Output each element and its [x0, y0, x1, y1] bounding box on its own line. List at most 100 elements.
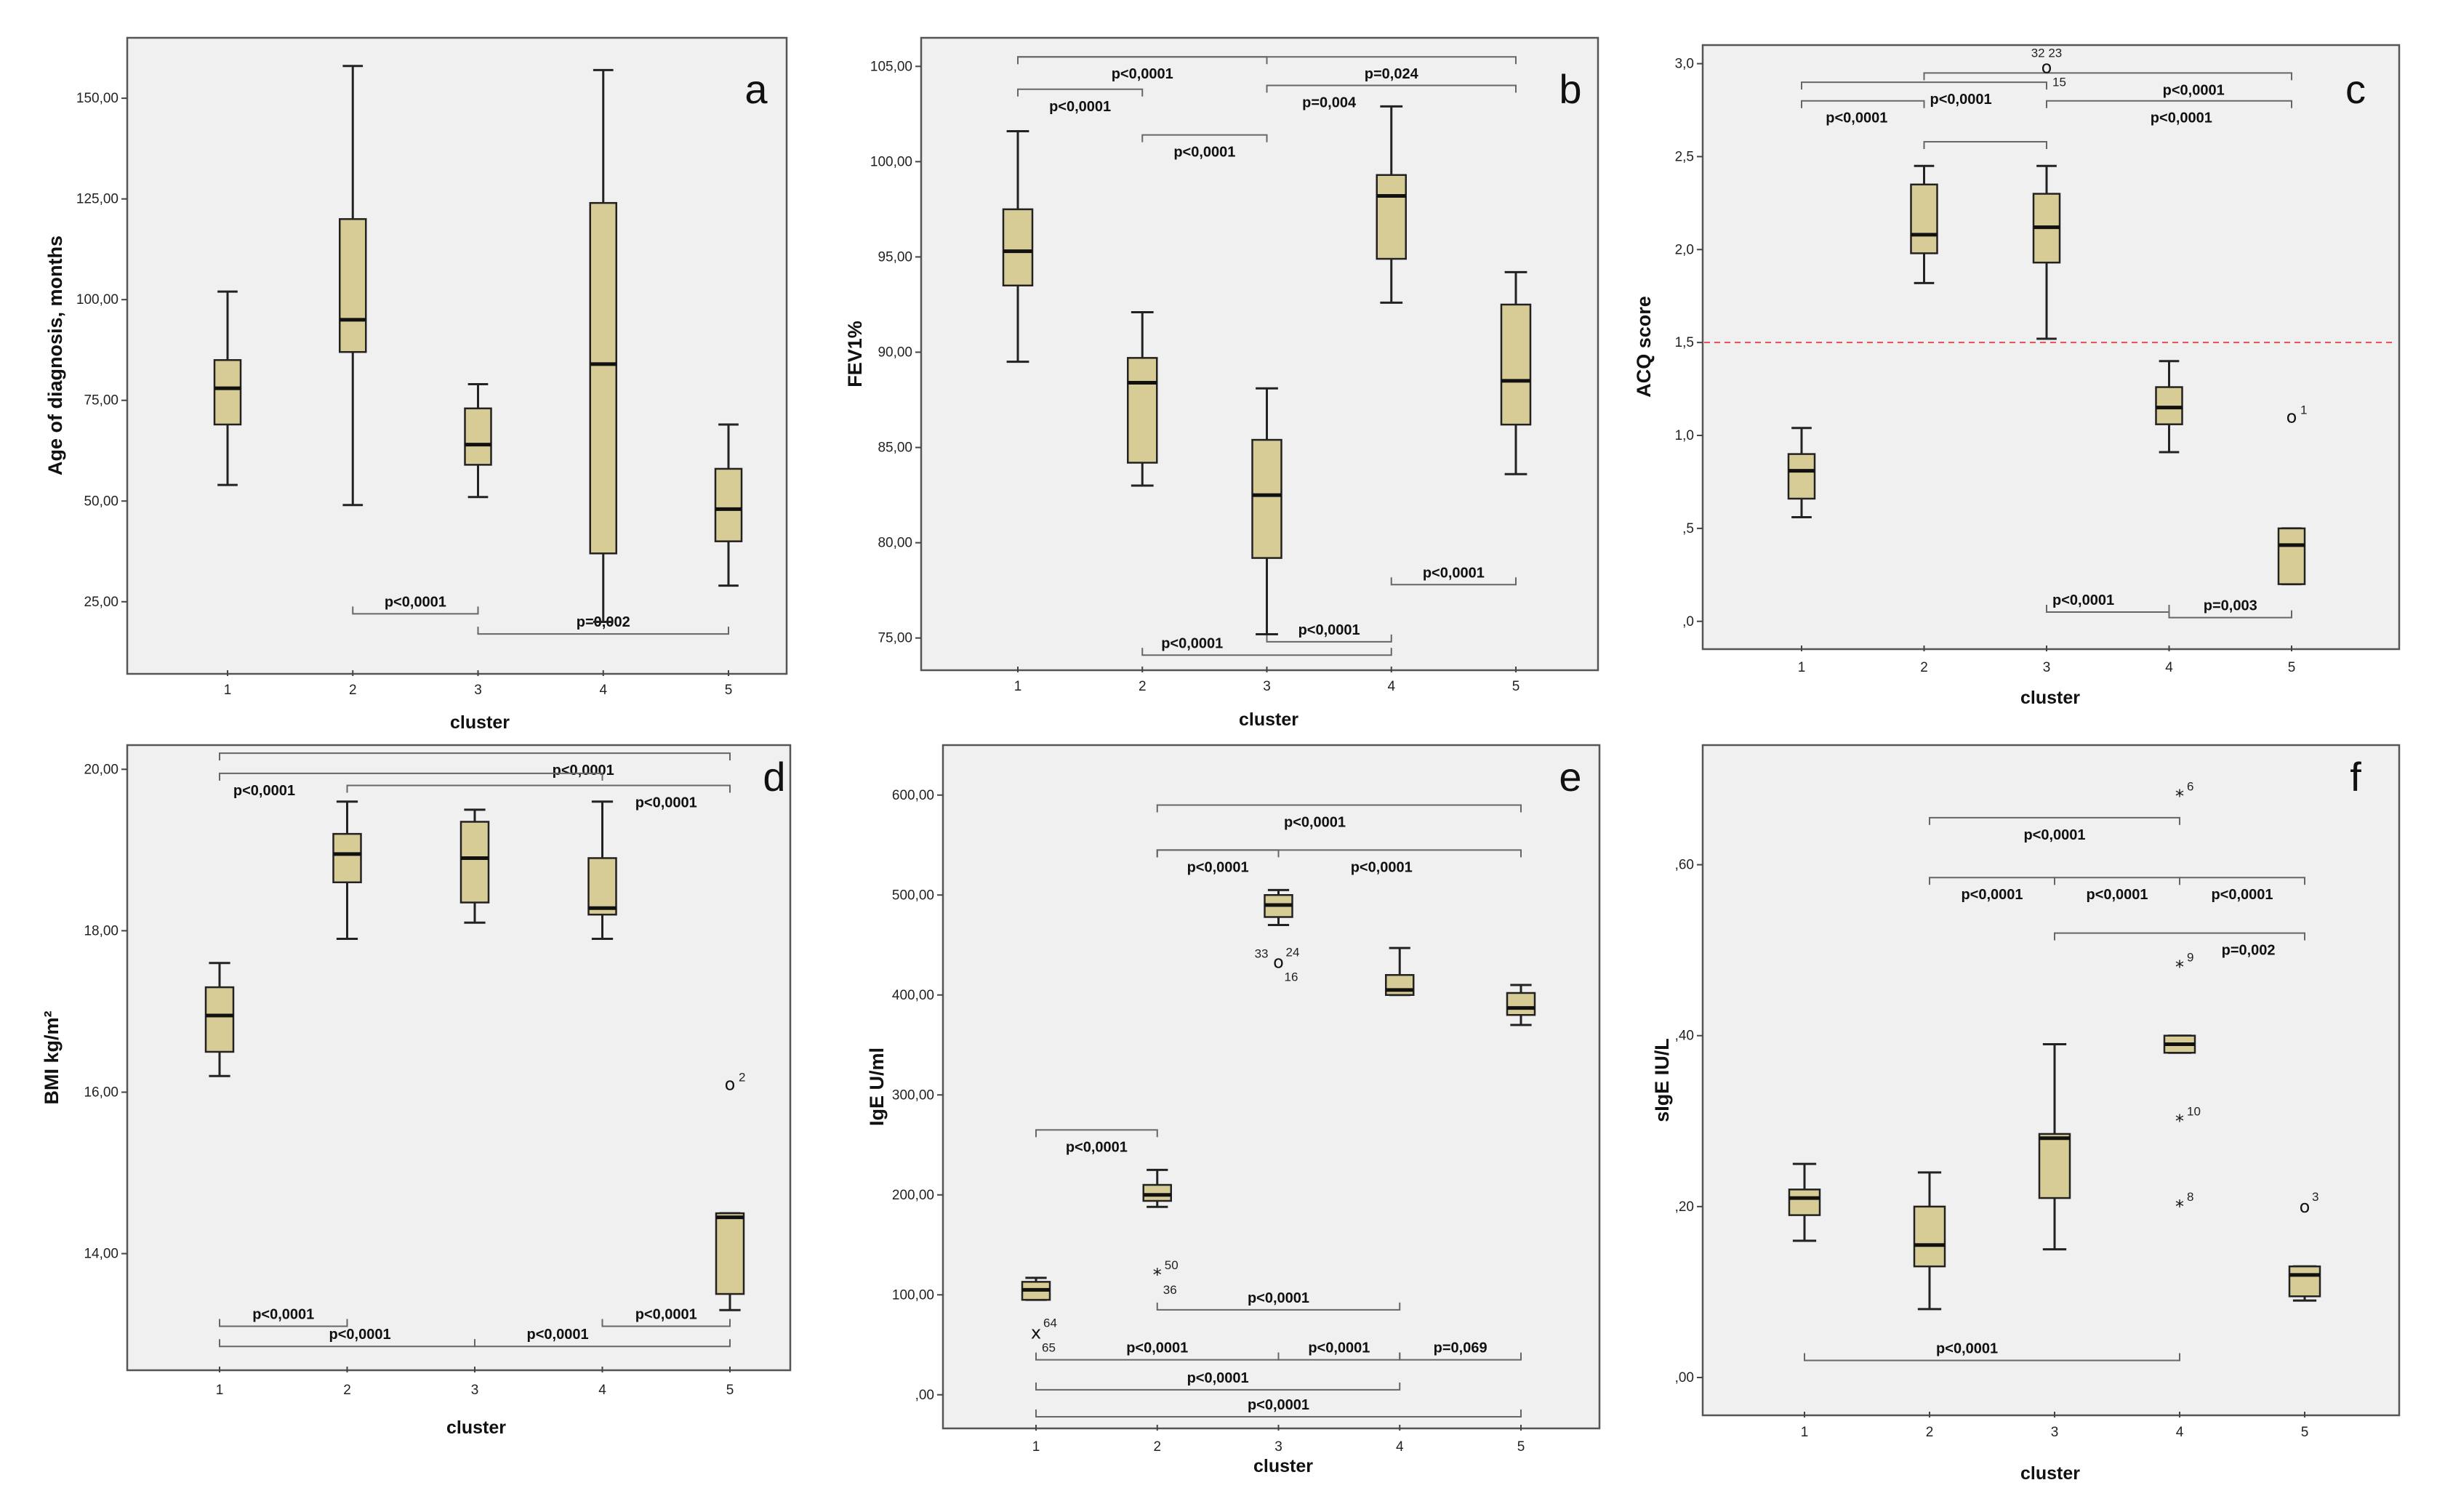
- panel-d-x-tick-label: 4: [598, 1383, 606, 1398]
- panel-f-y-tick-label: ,20: [1675, 1199, 1694, 1215]
- panel-d-comparison-bracket: [219, 772, 603, 781]
- panel-b-plot-area: [920, 36, 1599, 672]
- panel-b-x-tick-label: 1: [1014, 679, 1022, 694]
- panel-c-y-tick-label: ,5: [1682, 521, 1694, 536]
- panel-b-p-value-label: p<0,0001: [1298, 622, 1360, 638]
- panel-c-y-tick-label: 1,0: [1675, 428, 1694, 443]
- panel-d-p-value-label: p<0,0001: [329, 1327, 391, 1343]
- panel-c-outlier-marker: o: [2041, 57, 2052, 78]
- panel-e-comparison-bracket: [1156, 804, 1522, 813]
- panel-b-x-axis-label: cluster: [1239, 709, 1298, 730]
- panel-a-box-cluster-5: [714, 467, 743, 542]
- panel-d-x-axis-label: cluster: [446, 1418, 506, 1438]
- panel-f-comparison-bracket: [1804, 1353, 2180, 1362]
- panel-a-x-tick-label: 4: [599, 683, 607, 698]
- panel-d-p-value-label: p<0,0001: [252, 1306, 314, 1322]
- panel-c-comparison-bracket: [1801, 100, 1925, 108]
- panel-f-y-axis-label: sIgE IU/L: [1651, 1038, 1673, 1122]
- panel-a-plot-area: [126, 36, 788, 675]
- panel-e-y-tick-label: 400,00: [892, 988, 934, 1003]
- panel-e-plot-area: [942, 744, 1601, 1430]
- panel-f-p-value-label: p<0,0001: [2086, 887, 2148, 903]
- panel-c-y-tick-label: 2,0: [1675, 242, 1694, 257]
- panel-c-y-tick-label: 3,0: [1675, 57, 1694, 72]
- panel-e-p-value-label: p<0,0001: [1248, 1397, 1309, 1413]
- panel-c-p-value-label: p<0,0001: [1826, 110, 1887, 126]
- panel-c-p-value-label: p=0,003: [2204, 598, 2257, 614]
- panel-c-box-cluster-5: [2277, 527, 2306, 585]
- panel-f-x-tick-label: 3: [2051, 1425, 2059, 1440]
- panel-c-x-tick-label: 2: [1920, 660, 1928, 675]
- panel-b-p-value-label: p<0,0001: [1161, 635, 1223, 651]
- panel-e-p-value-label: p<0,0001: [1284, 815, 1346, 831]
- panel-d-y-tick-label: 14,00: [84, 1247, 119, 1262]
- panel-c-outlier-label: 1: [2300, 403, 2307, 417]
- panel-e-comparison-bracket: [1035, 1129, 1158, 1138]
- panel-f-outlier-marker: o: [2300, 1197, 2310, 1217]
- panel-c-letter: c: [2345, 66, 2366, 112]
- panel-c-comparison-bracket: [1801, 81, 2047, 90]
- panel-b-box-cluster-4: [1376, 174, 1407, 260]
- panel-d-box-cluster-2: [332, 832, 362, 884]
- panel-e-outlier-marker: x: [1031, 1323, 1041, 1343]
- panel-f-y-tick-label: ,00: [1675, 1370, 1694, 1386]
- panel-d-outlier-label: 2: [739, 1070, 745, 1084]
- panel-f-sige: f sIgE IU/L cluster ,00 ,20 ,40 ,60 1 2 3 4 5 p<0…: [1651, 744, 2401, 1484]
- panel-f-box-cluster-5: [2288, 1265, 2321, 1298]
- panel-e-p-value-label: p<0,0001: [1308, 1340, 1370, 1356]
- panel-b-y-tick-label: 90,00: [878, 345, 912, 361]
- panel-e-outlier-label: 33: [1255, 946, 1269, 960]
- panel-f-plot-area: [1701, 744, 2401, 1417]
- panel-e-y-tick-label: 100,00: [892, 1287, 934, 1303]
- panel-d-p-value-label: p<0,0001: [635, 1306, 697, 1322]
- panel-b-y-tick-label: 105,00: [870, 59, 912, 74]
- panel-e-x-tick-label: 2: [1153, 1439, 1161, 1455]
- panel-e-outlier-marker: *: [1153, 1265, 1162, 1285]
- panel-e-x-tick-label: 3: [1274, 1439, 1282, 1455]
- panel-f-outlier-marker: *: [2175, 1111, 2184, 1131]
- panel-a-letter: a: [744, 66, 768, 112]
- panel-f-outlier-marker: *: [2175, 787, 2184, 807]
- panel-b-x-tick-label: 5: [1512, 679, 1520, 694]
- panel-c-y-tick-label: 2,5: [1675, 149, 1694, 164]
- panel-e-outlier-label: 36: [1163, 1283, 1177, 1297]
- panel-a-x-tick-label: 1: [224, 683, 232, 698]
- panel-b-box-cluster-2: [1127, 357, 1158, 464]
- panel-f-x-tick-label: 5: [2301, 1425, 2309, 1440]
- panel-e-box-cluster-2: [1142, 1183, 1172, 1202]
- panel-c-y-tick-label: ,0: [1682, 614, 1694, 630]
- panel-e-comparison-bracket: [1156, 849, 1280, 858]
- panel-d-p-value-label: p<0,0001: [553, 763, 614, 779]
- panel-e-x-tick-label: 1: [1032, 1439, 1040, 1455]
- panel-e-y-tick-label: 300,00: [892, 1087, 934, 1103]
- panel-a-y-axis-label: Age of diagnosis, months: [44, 236, 66, 475]
- panel-d-comparison-bracket: [346, 784, 731, 793]
- panel-b-x-tick-label: 4: [1387, 679, 1395, 694]
- panel-d-letter: d: [763, 754, 785, 800]
- panel-c-comparison-bracket: [1923, 72, 2292, 81]
- panel-b-comparison-bracket: [1141, 648, 1392, 656]
- panel-b-p-value-label: p=0,004: [1302, 95, 1357, 111]
- panel-d-y-tick-label: 18,00: [84, 923, 119, 938]
- panel-c-box-cluster-1: [1787, 453, 1816, 500]
- panel-f-p-value-label: p<0,0001: [2023, 827, 2085, 843]
- panel-c-x-tick-label: 5: [2288, 660, 2296, 675]
- panel-d-box-cluster-4: [587, 857, 617, 916]
- panel-f-comparison-bracket: [1929, 816, 2180, 825]
- panel-f-box-cluster-2: [1913, 1205, 1946, 1268]
- panel-e-p-value-label: p<0,0001: [1187, 1370, 1249, 1386]
- panel-c-comparison-bracket: [1923, 140, 2047, 149]
- panel-b-box-cluster-3: [1251, 438, 1282, 559]
- panel-e-p-value-label: p<0,0001: [1187, 859, 1249, 875]
- panel-e-box-cluster-5: [1506, 992, 1536, 1016]
- panel-c-comparison-bracket: [2168, 610, 2292, 619]
- panel-f-letter: f: [2350, 754, 2361, 800]
- panel-d-box-cluster-1: [204, 986, 235, 1053]
- panel-e-p-value-label: p<0,0001: [1351, 859, 1413, 875]
- panel-f-outlier-marker: *: [2175, 957, 2184, 978]
- panel-f-x-tick-label: 1: [1801, 1425, 1809, 1440]
- panel-a-x-tick-label: 2: [349, 683, 357, 698]
- panel-a-comparison-bracket: [477, 627, 729, 635]
- panel-b-p-value-label: p<0,0001: [1112, 66, 1173, 82]
